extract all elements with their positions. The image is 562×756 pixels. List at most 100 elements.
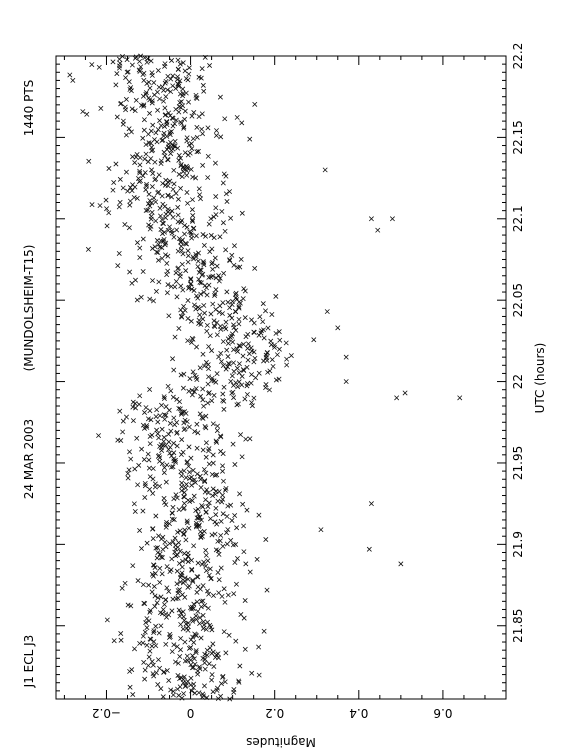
data-point-1208 <box>187 150 193 156</box>
data-point-711 <box>253 375 259 381</box>
data-point-292 <box>179 564 185 570</box>
data-point-29 <box>201 683 207 689</box>
data-point-1396 <box>116 65 122 71</box>
data-point-263 <box>190 577 196 583</box>
data-point-505 <box>181 468 187 474</box>
data-point-26 <box>127 684 133 690</box>
data-point-907 <box>189 286 195 292</box>
data-point-304 <box>185 559 191 565</box>
data-point-495 <box>212 472 218 478</box>
data-point-122 <box>210 641 216 647</box>
data-point-110 <box>242 646 248 652</box>
data-point-589 <box>195 430 201 436</box>
data-point-1123 <box>227 189 233 195</box>
data-point-439 <box>189 498 195 504</box>
data-point-1325 <box>133 97 139 103</box>
data-point-1408 <box>180 60 186 66</box>
data-point-539 <box>156 452 162 458</box>
data-point-1048 <box>182 222 188 228</box>
data-point-75 <box>150 662 156 668</box>
data-point-885 <box>147 296 153 302</box>
data-point-471 <box>157 483 163 489</box>
data-point-139 <box>140 633 146 639</box>
data-point-682 <box>168 388 174 394</box>
data-point-339 <box>191 543 197 549</box>
data-point-1128 <box>170 186 176 192</box>
data-point-1409 <box>144 59 150 65</box>
data-point-834 <box>223 319 229 325</box>
data-point-57 <box>249 670 255 676</box>
data-point-187 <box>238 612 244 617</box>
data-point-699 <box>248 380 254 386</box>
data-point-305 <box>180 558 186 564</box>
data-point-1174 <box>106 166 112 171</box>
data-point-680 <box>191 389 197 395</box>
data-point-422 <box>213 505 219 511</box>
data-point-634 <box>142 410 147 416</box>
data-point-299 <box>243 561 249 567</box>
data-point-646 <box>130 404 136 410</box>
data-point-657 <box>130 399 136 405</box>
data-point-1033 <box>162 229 167 235</box>
data-point-988 <box>155 250 161 256</box>
data-point-511 <box>146 465 152 471</box>
data-point-647 <box>163 404 169 410</box>
data-point-1002 <box>178 243 184 249</box>
data-point-518 <box>164 462 170 468</box>
data-point-1221 <box>149 144 155 150</box>
data-point-902 <box>153 288 159 294</box>
data-point-1215 <box>150 147 156 153</box>
data-point-228 <box>152 593 158 599</box>
data-point-613 <box>155 419 161 425</box>
data-point-457 <box>181 490 187 495</box>
data-point-1300 <box>80 109 86 115</box>
data-point-1344 <box>168 89 174 95</box>
data-point-848 <box>166 313 172 319</box>
data-point-574 <box>179 437 185 443</box>
data-point-12 <box>181 691 187 697</box>
data-point-700 <box>233 380 239 386</box>
data-point-141 <box>226 632 232 638</box>
data-point-715 <box>229 373 235 379</box>
data-point-1438 <box>322 167 328 173</box>
data-point-498 <box>194 471 200 477</box>
data-point-1294 <box>84 111 90 117</box>
data-point-476 <box>152 481 158 487</box>
data-point-1156 <box>179 174 185 180</box>
data-point-886 <box>240 296 246 302</box>
data-point-90 <box>200 655 206 661</box>
data-point-107 <box>193 648 199 654</box>
data-point-1352 <box>147 85 153 91</box>
data-point-197 <box>176 607 182 613</box>
data-point-201 <box>205 605 211 611</box>
data-point-83 <box>149 659 155 664</box>
data-point-666 <box>251 395 257 401</box>
data-point-120 <box>171 642 177 648</box>
data-point-330 <box>213 547 219 553</box>
data-point-1429 <box>394 395 400 401</box>
data-point-648 <box>201 403 207 409</box>
data-point-446 <box>142 494 148 500</box>
data-point-1319 <box>149 100 155 106</box>
data-point-663 <box>174 396 180 402</box>
data-point-579 <box>161 434 167 440</box>
data-point-1424 <box>398 561 404 567</box>
data-point-318 <box>203 552 209 558</box>
data-point-1181 <box>200 162 206 168</box>
data-point-1211 <box>194 149 200 155</box>
data-point-1116 <box>197 192 203 198</box>
data-point-274 <box>206 572 212 578</box>
data-point-47 <box>178 675 184 681</box>
data-point-1347 <box>161 87 167 93</box>
data-point-883 <box>134 297 140 303</box>
data-point-171 <box>200 619 206 625</box>
data-point-235 <box>216 590 222 596</box>
data-point-989 <box>154 249 160 255</box>
data-point-1338 <box>143 91 149 97</box>
data-point-1097 <box>185 200 191 206</box>
data-point-1243 <box>194 134 200 140</box>
data-point-366 <box>181 531 187 537</box>
data-point-838 <box>196 317 202 323</box>
data-point-1275 <box>239 120 245 126</box>
x-tick-label-4: 22.05 <box>511 283 525 317</box>
